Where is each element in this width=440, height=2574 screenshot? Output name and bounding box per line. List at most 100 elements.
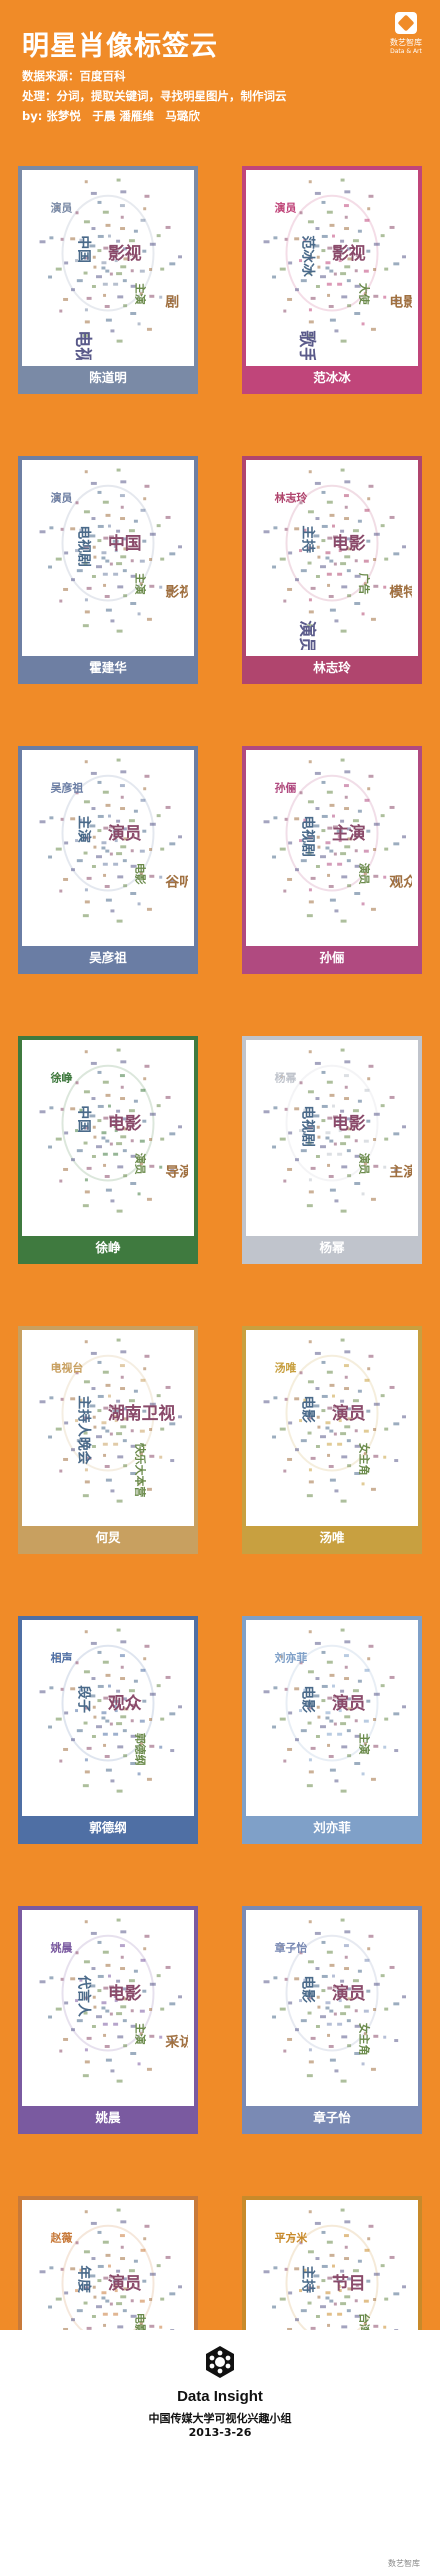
cloud-word: 电影 <box>332 533 366 553</box>
cloud-texture-mark <box>336 1119 343 1123</box>
cloud-texture-mark <box>116 1142 123 1146</box>
cloud-texture-mark <box>130 574 137 578</box>
cloud-texture-mark <box>97 780 102 784</box>
cloud-texture-mark <box>49 1106 54 1110</box>
cloud-texture-mark <box>130 1719 134 1723</box>
cloud-texture-mark <box>357 519 362 523</box>
cloud-texture-mark <box>340 1048 345 1052</box>
cloud-texture-mark <box>321 234 328 238</box>
cloud-texture-mark <box>160 847 165 851</box>
cloud-texture-mark <box>279 1075 283 1079</box>
cloud-word: 主演 <box>332 823 366 843</box>
cloud-texture-mark <box>92 835 96 839</box>
cloud-texture-mark <box>114 259 118 263</box>
cloud-texture-mark <box>340 2269 345 2273</box>
cloud-texture-mark <box>370 1487 376 1491</box>
cloud-texture-mark <box>299 1709 303 1713</box>
cloud-texture-mark <box>149 2298 153 2301</box>
cloud-texture-mark <box>105 803 111 807</box>
cloud-texture-mark <box>344 1715 351 1719</box>
cloud-texture-mark <box>122 2019 127 2023</box>
cloud-texture-mark <box>294 1107 300 1111</box>
cloud-texture-mark <box>116 1338 121 1342</box>
cloud-texture-mark <box>102 2240 109 2244</box>
cloud-texture-mark <box>55 205 59 209</box>
cloud-texture-mark <box>96 1435 102 1439</box>
cloud-texture-mark <box>393 1132 400 1136</box>
cloud-texture-mark <box>325 2296 330 2300</box>
cloud-texture-mark <box>131 1413 135 1417</box>
cloud-texture-mark <box>354 312 361 315</box>
cloud-texture-mark <box>344 227 350 231</box>
cloud-texture-mark <box>340 1338 345 1342</box>
cloud-texture-mark <box>307 1141 312 1145</box>
portrait-card: 电视台 主持人晚会 湖南卫视 快乐大本营 何炅 <box>18 1326 198 1554</box>
cloud-texture-mark <box>59 599 63 603</box>
portrait-silhouette <box>285 774 379 892</box>
cloud-texture-mark <box>321 539 326 543</box>
cloud-texture-mark <box>337 2312 343 2316</box>
cloud-word: 模特 <box>389 584 412 601</box>
cloud-texture-mark <box>143 1367 147 1371</box>
cloud-word: 谷听风云 <box>165 874 188 891</box>
cloud-texture-mark <box>116 2269 121 2273</box>
cloud-texture-mark <box>294 527 300 531</box>
cloud-texture-mark <box>123 594 128 598</box>
cloud-texture-mark <box>373 1454 379 1458</box>
cloud-texture-mark <box>89 244 96 248</box>
cloud-texture-mark <box>332 1695 338 1699</box>
cloud-texture-mark <box>313 1404 320 1408</box>
cloud-texture-mark <box>344 770 351 774</box>
cloud-texture-mark <box>96 855 102 859</box>
cloud-texture-mark <box>344 2295 351 2299</box>
cloud-texture-mark <box>159 1165 163 1169</box>
cloud-texture-mark <box>112 1699 119 1703</box>
cloud-texture-mark <box>332 524 335 528</box>
cloud-texture-mark <box>91 285 96 288</box>
cloud-texture-mark <box>320 1435 326 1439</box>
cloud-texture-mark <box>143 1077 147 1081</box>
cloud-texture-mark <box>344 2005 351 2009</box>
cloud-word: 广告 <box>358 573 372 595</box>
cloud-texture-mark <box>314 481 321 485</box>
cloud-texture-mark <box>315 1387 320 1391</box>
cloud-texture-mark <box>355 833 359 837</box>
cloud-texture-mark <box>272 1725 277 1729</box>
cloud-texture-mark <box>299 501 303 505</box>
cloud-texture-mark <box>93 265 97 269</box>
cloud-texture-mark <box>307 510 314 514</box>
cloud-texture-mark <box>307 2301 312 2305</box>
cloud-texture-mark <box>279 2007 286 2011</box>
cloud-texture-mark <box>308 1340 312 1344</box>
word-cloud-image: 演员电视剧中国主演影视 <box>39 468 188 633</box>
cloud-texture-mark <box>383 295 387 299</box>
cloud-texture-mark <box>160 1137 165 1141</box>
cloud-texture-mark <box>308 1468 312 1472</box>
portrait-card: 孙俪电视剧主演演员观众孙俪 <box>242 746 422 974</box>
cloud-texture-mark <box>363 559 369 563</box>
cloud-texture-mark <box>295 288 299 292</box>
cloud-texture-mark <box>97 1974 104 1978</box>
cloud-texture-mark <box>329 2299 334 2303</box>
portrait-silhouette <box>61 484 155 602</box>
cloud-texture-mark <box>55 2007 62 2011</box>
cloud-texture-mark <box>97 1650 102 1654</box>
cloud-texture-mark <box>263 1110 270 1114</box>
cloud-texture-mark <box>295 2318 299 2322</box>
cloud-texture-mark <box>308 2210 312 2214</box>
cloud-texture-mark <box>340 1109 345 1113</box>
cloud-word: 相声 <box>51 1651 73 1665</box>
cloud-texture-mark <box>114 839 118 843</box>
cloud-texture-mark <box>329 1093 335 1097</box>
cloud-texture-mark <box>337 834 341 838</box>
cloud-texture-mark <box>317 265 321 269</box>
cloud-texture-mark <box>329 1963 335 1967</box>
cloud-word: 杨幂 <box>275 1071 297 1085</box>
cloud-texture-mark <box>116 1918 121 1922</box>
cloud-texture-mark <box>139 269 145 273</box>
cloud-texture-mark <box>279 1137 286 1141</box>
cloud-texture-mark <box>117 2325 124 2329</box>
cloud-texture-mark <box>63 297 69 301</box>
cloud-texture-mark <box>156 1684 161 1688</box>
cloud-texture-mark <box>120 265 127 269</box>
